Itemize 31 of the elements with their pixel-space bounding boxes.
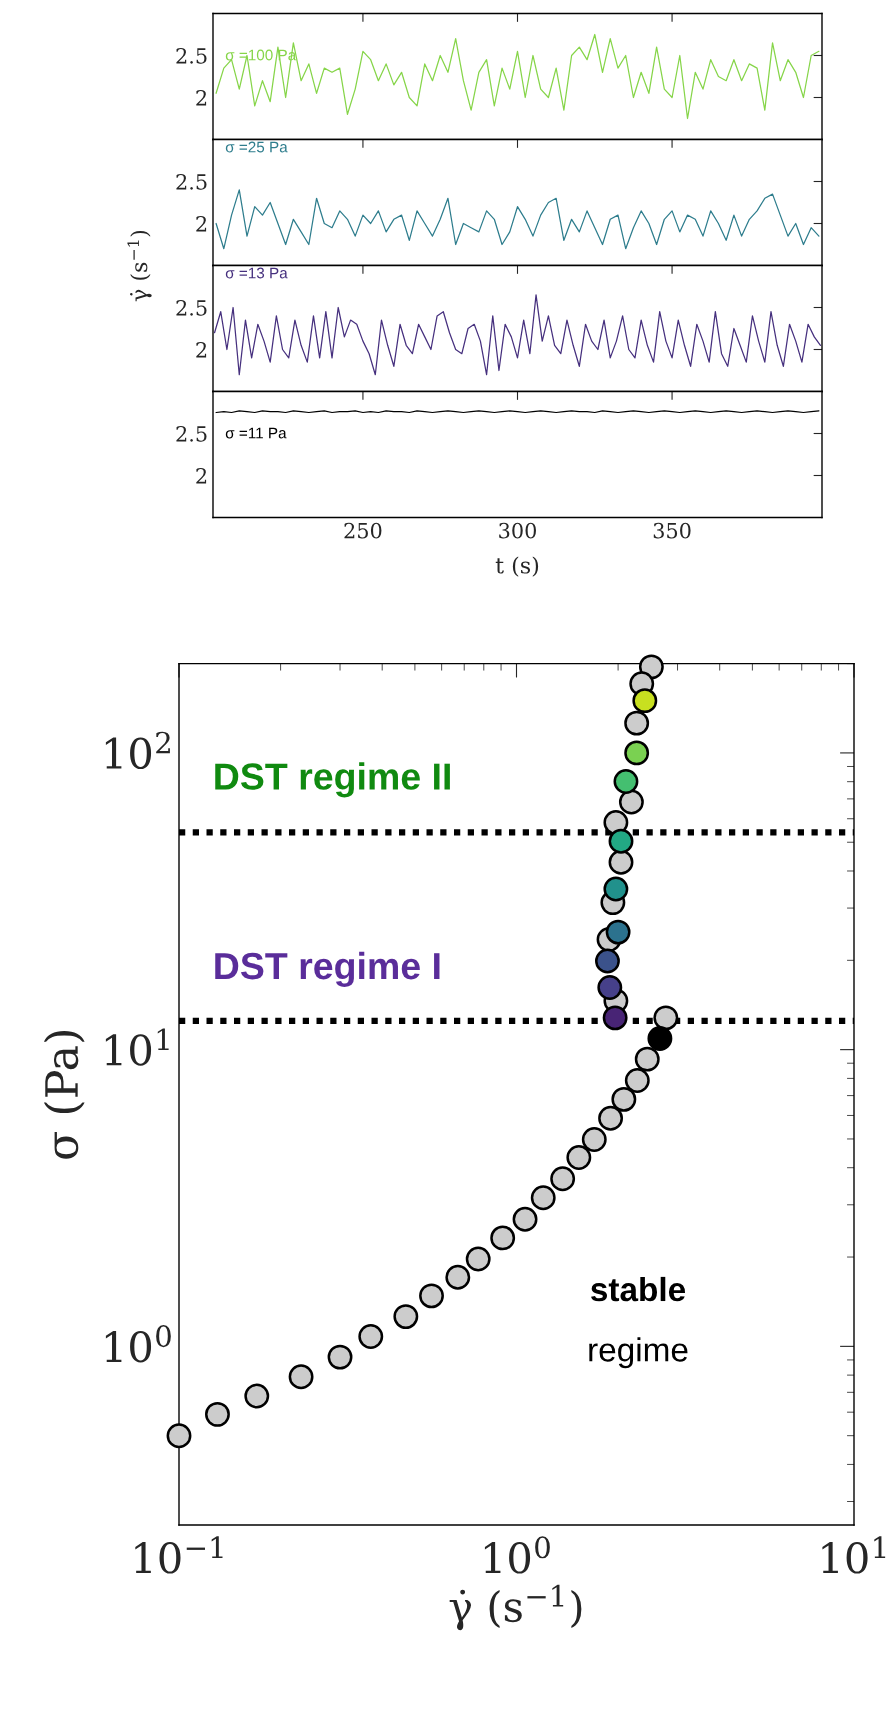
- y-tick-label: 10$^{0}$: [105, 1325, 171, 1363]
- annotation: DST regime I: [215, 951, 440, 987]
- y-tick-label: 2: [196, 341, 207, 358]
- annotation: DST regime II: [215, 762, 450, 798]
- x-tick-label: 250: [344, 522, 382, 539]
- x-tick-label: 300: [499, 522, 536, 539]
- y-tick-label: 2: [196, 215, 207, 232]
- series-label: σ =13 Pa: [225, 267, 288, 279]
- line-series: [215, 189, 820, 250]
- y-tick-label: 10$^{2}$: [105, 731, 170, 770]
- y-tick-label: 2.5: [176, 299, 207, 316]
- series-label: σ =11 Pa: [225, 427, 287, 439]
- y-axis-title: σ (Pa): [43, 1031, 85, 1159]
- y-tick-label: 2.5: [176, 425, 207, 442]
- y-tick-label: 2: [196, 89, 207, 106]
- x-tick-label: 10$^{−1}$: [135, 1536, 223, 1574]
- y-tick-label: 10$^{1}$: [105, 1028, 169, 1066]
- x-axis-title: γ̇ (s$^{−1}$): [449, 1584, 582, 1631]
- y-tick-label: 2.5: [176, 47, 207, 64]
- x-tick-label: 350: [653, 522, 691, 539]
- x-tick-label: 10$^{1}$: [822, 1536, 886, 1574]
- y-tick-label: 2: [196, 467, 207, 484]
- line-series: [213, 294, 822, 376]
- line-series: [215, 33, 820, 120]
- y-axis-title: γ̇ (s$^{−1}$): [127, 230, 152, 302]
- annotation: stable: [591, 1276, 686, 1302]
- annotation: regime: [589, 1337, 688, 1369]
- y-tick-label: 2.5: [176, 173, 207, 190]
- text: σ =25 Pa: [225, 141, 288, 153]
- x-tick-label: 10$^{0}$: [484, 1536, 550, 1574]
- x-axis-title: t (s): [495, 556, 539, 577]
